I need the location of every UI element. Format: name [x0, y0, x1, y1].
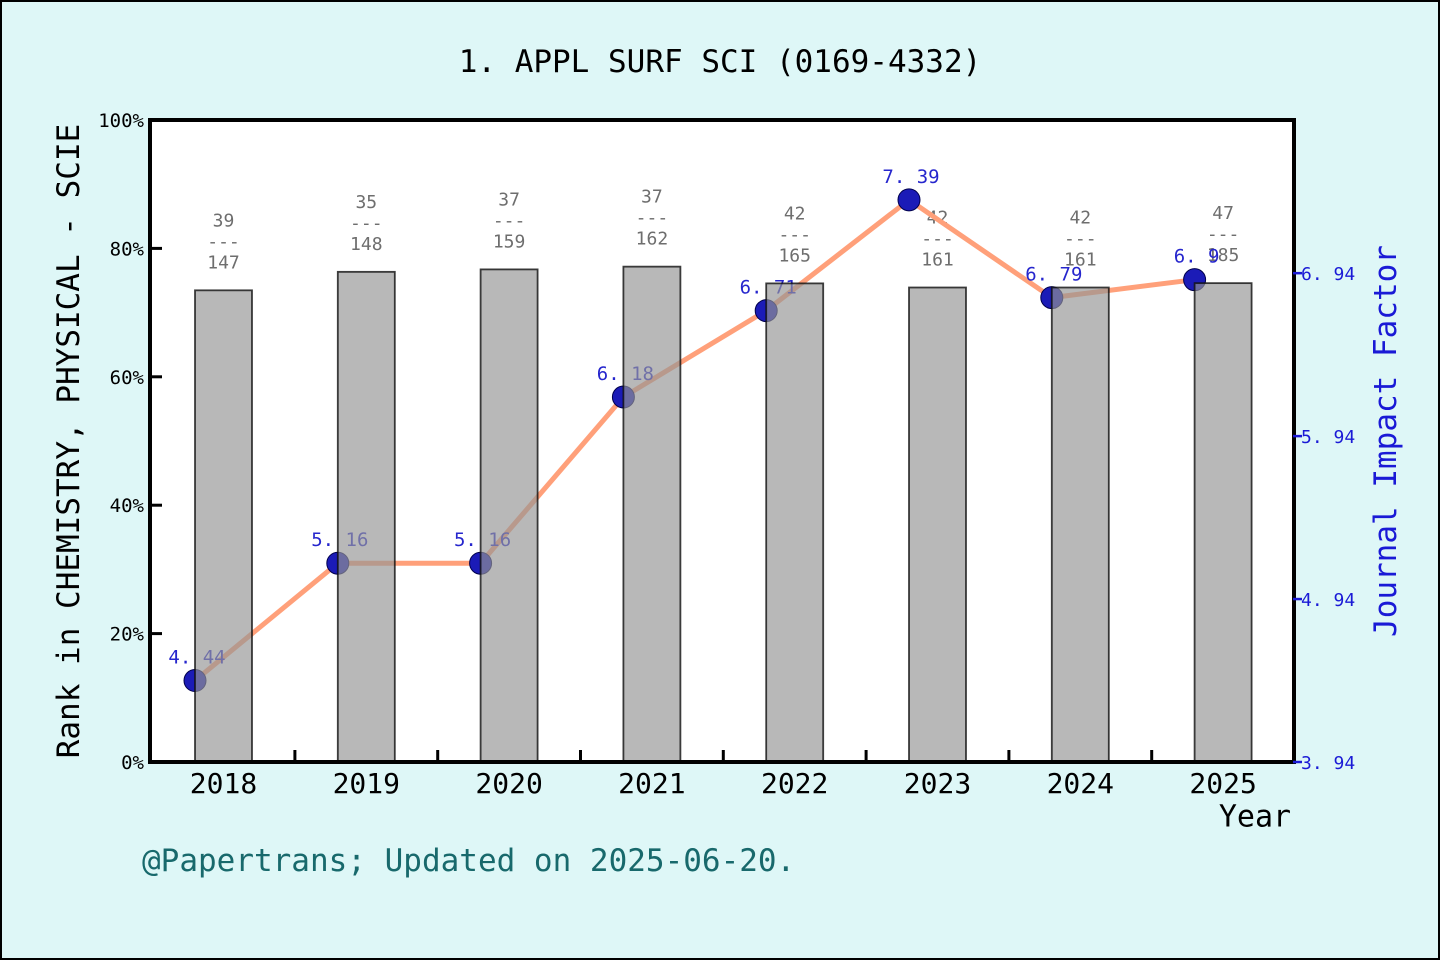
x-axis-year-label: 2024 — [1047, 767, 1114, 800]
plot-frame — [148, 118, 1296, 764]
x-axis-title: Year — [1218, 799, 1292, 835]
rank-percentile-bar — [194, 289, 253, 763]
fraction-divider: --- — [1207, 224, 1240, 245]
bar-rank-numerator: 35 — [355, 192, 377, 213]
left-axis-tick-label: 20% — [110, 624, 145, 646]
bar-rank-numerator: 37 — [498, 189, 520, 210]
right-axis-tick-label: 5. 94 — [1301, 427, 1355, 448]
bar-rank-denominator: 185 — [1207, 245, 1240, 266]
impact-factor-value-label: 7. 39 — [882, 166, 939, 188]
x-axis-year-label: 2023 — [904, 767, 971, 800]
impact-factor-value-label: 6. 9 — [1174, 246, 1220, 268]
bar-rank-denominator: 147 — [207, 252, 240, 273]
fraction-divider: --- — [493, 210, 526, 231]
fraction-divider: --- — [778, 224, 811, 245]
right-axis-tick-label: 6. 94 — [1301, 264, 1355, 285]
rank-percentile-bar — [1193, 282, 1253, 763]
left-axis-tick-label: 80% — [110, 238, 145, 260]
x-axis-year-label: 2018 — [190, 767, 257, 800]
rank-percentile-bar — [908, 286, 967, 763]
x-axis-year-label: 2020 — [475, 767, 542, 800]
bar-rank-denominator: 148 — [350, 234, 383, 255]
x-axis-year-label: 2022 — [761, 767, 828, 800]
left-axis-tick-label: 100% — [98, 110, 144, 132]
left-axis-tick-label: 60% — [110, 367, 145, 389]
rank-percentile-bar — [336, 270, 396, 763]
footer-attribution: @Papertrans; Updated on 2025-06-20. — [142, 843, 796, 879]
rank-percentile-bar — [479, 268, 539, 763]
bar-rank-numerator: 42 — [784, 203, 806, 224]
bar-rank-denominator: 165 — [778, 245, 811, 266]
left-axis-title: Rank in CHEMISTRY, PHYSICAL - SCIE — [51, 123, 87, 759]
bar-rank-denominator: 161 — [1064, 249, 1097, 270]
right-axis-title: Journal Impact Factor — [1368, 245, 1404, 637]
fraction-divider: --- — [350, 213, 383, 234]
bar-rank-numerator: 37 — [641, 187, 663, 208]
bar-rank-numerator: 47 — [1212, 203, 1234, 224]
bar-rank-denominator: 161 — [921, 249, 954, 270]
right-axis-tick-label: 4. 94 — [1301, 590, 1355, 611]
x-axis-year-label: 2021 — [618, 767, 685, 800]
bar-rank-denominator: 159 — [493, 231, 526, 252]
right-axis-tick-label: 3. 94 — [1301, 753, 1355, 774]
fraction-divider: --- — [207, 231, 240, 252]
plot-area — [150, 120, 1294, 762]
bar-rank-denominator: 162 — [636, 229, 669, 250]
rank-percentile-bar — [765, 282, 825, 763]
left-axis-tick-label: 40% — [110, 495, 145, 517]
rank-percentile-bar — [1050, 286, 1110, 763]
x-axis-year-label: 2019 — [333, 767, 400, 800]
fraction-divider: --- — [921, 228, 954, 249]
left-axis-tick-label: 0% — [121, 752, 144, 774]
fraction-divider: --- — [1064, 228, 1097, 249]
x-axis-year-label: 2025 — [1189, 767, 1256, 800]
rank-percentile-bar — [622, 265, 682, 763]
bar-rank-numerator: 39 — [213, 210, 235, 231]
fraction-divider: --- — [636, 208, 669, 229]
impact-factor-point — [897, 188, 921, 212]
impact-factor-value-label: 6. 79 — [1025, 264, 1082, 286]
chart-title: 1. APPL SURF SCI (0169-4332) — [458, 44, 982, 80]
bar-rank-numerator: 42 — [1069, 207, 1091, 228]
